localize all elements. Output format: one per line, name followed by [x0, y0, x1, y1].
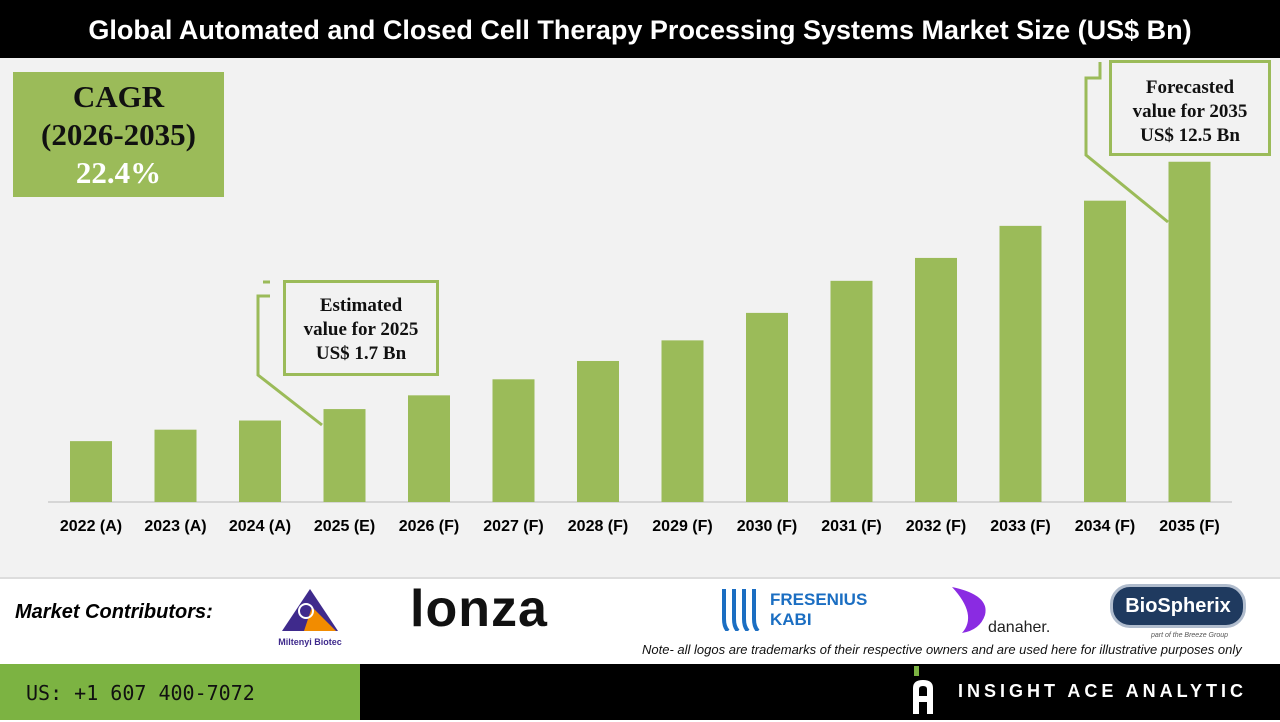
footer-brand-bar: INSIGHT ACE ANALYTIC [360, 664, 1280, 720]
callout-2035-leader [1084, 62, 1169, 224]
x-tick-label: 2028 (F) [568, 518, 628, 535]
bar-2030 (F) [746, 312, 788, 502]
callout-line: Forecasted [1145, 77, 1235, 98]
bar-2034 (F) [1084, 200, 1126, 502]
callout-line: US$ 1.7 Bn [315, 343, 407, 364]
x-tick-label: 2034 (F) [1075, 518, 1135, 535]
logo-lonza: lonza [410, 580, 548, 638]
bar-2035 (F) [1168, 161, 1211, 502]
logo-biospherix: BioSpherix part of the Breeze Group [1110, 584, 1246, 639]
bar-2031 (F) [830, 280, 873, 502]
x-tick-label: 2033 (F) [990, 518, 1050, 535]
cagr-label: CAGR [72, 79, 165, 114]
x-tick-label: 2032 (F) [906, 518, 966, 535]
danaher-logo-icon [952, 587, 986, 633]
fresenius-logo-icon [722, 589, 760, 631]
x-tick-label: 2023 (A) [144, 518, 206, 535]
cagr-period: (2026-2035) [41, 117, 196, 152]
bar-2027 (F) [492, 379, 535, 502]
x-tick-label: 2029 (F) [652, 518, 712, 535]
logo-miltenyi: Miltenyi Biotec [255, 587, 365, 647]
logo-fresenius: FRESENIUS KABI [720, 589, 880, 631]
callout-2025-leader [256, 294, 323, 427]
logo-danaher: danaher. [950, 585, 1050, 640]
bar-2026 (F) [408, 395, 450, 502]
x-tick-label: 2026 (F) [399, 518, 459, 535]
callout-2035: Forecasted value for 2035 US$ 12.5 Bn [1109, 60, 1271, 156]
bar-2024 (A) [239, 420, 281, 502]
bar-2033 (F) [999, 225, 1042, 502]
x-tick-label: 2027 (F) [483, 518, 543, 535]
phone-number: US: +1 607 400-7072 [0, 664, 360, 720]
x-tick-label: 2035 (F) [1159, 518, 1219, 535]
trademark-note: Note- all logos are trademarks of their … [642, 642, 1242, 657]
insight-ace-logo-icon [913, 666, 933, 714]
brand-name: INSIGHT ACE ANALYTIC [958, 681, 1248, 701]
x-tick-label: 2031 (F) [821, 518, 881, 535]
x-tick-label: 2025 (E) [314, 518, 375, 535]
cagr-box: CAGR (2026-2035) 22.4% [13, 72, 224, 197]
callout-2025: Estimated value for 2025 US$ 1.7 Bn [283, 280, 439, 376]
callout-line: US$ 12.5 Bn [1140, 125, 1240, 146]
x-tick-label: 2030 (F) [737, 518, 797, 535]
x-tick-label: 2022 (A) [60, 518, 122, 535]
callout-line: value for 2025 [303, 319, 419, 340]
contributors-section: Market Contributors: Miltenyi Biotec lon… [0, 579, 1280, 664]
x-tick-label: 2024 (A) [229, 518, 291, 535]
bar-2028 (F) [577, 360, 619, 502]
chart-title: Global Automated and Closed Cell Therapy… [0, 0, 1280, 58]
callout-line: Estimated [319, 295, 403, 316]
contributors-label: Market Contributors: [15, 601, 213, 623]
bar-2032 (F) [915, 257, 957, 502]
cagr-value: 22.4% [75, 155, 162, 190]
bar-2023 (A) [154, 429, 197, 502]
bar-2022 (A) [70, 441, 112, 502]
bar-chart: 2022 (A) 2023 (A) 2024 (A) 2025 (E) 2026 (F)… [48, 62, 1232, 535]
miltenyi-logo-icon [282, 589, 338, 631]
bar-2025 (E) [323, 409, 366, 502]
bar-2029 (F) [661, 340, 704, 502]
callout-line: value for 2035 [1132, 101, 1248, 122]
